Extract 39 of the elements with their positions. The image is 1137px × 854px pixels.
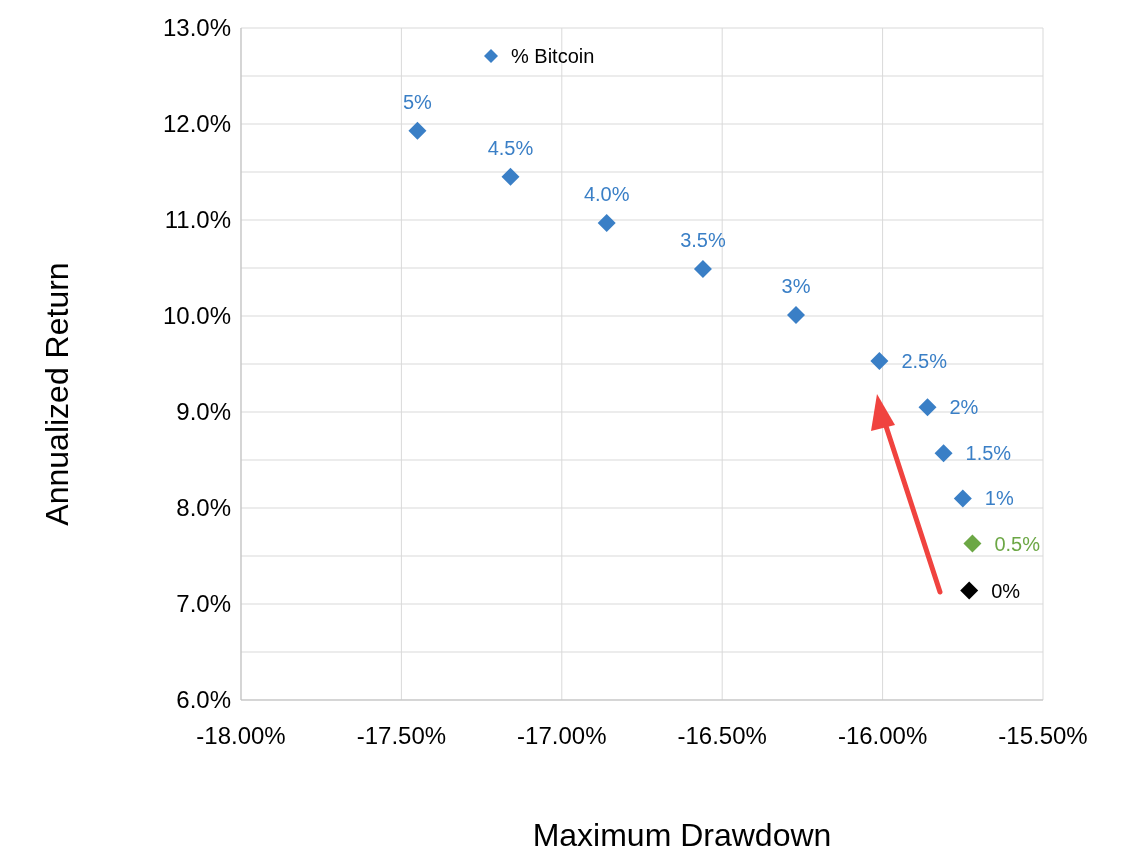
point [693,259,712,278]
annotation: 2% [949,396,979,419]
annotation: 3% [781,275,811,298]
annotation: 2.5% [901,350,948,373]
point [953,489,972,508]
x-tick-label: -16.50% [677,722,767,749]
annotation: 1% [984,487,1014,510]
y-axis-title: Annualized Return [39,262,75,526]
point [960,581,979,600]
annotation: 5% [402,90,433,113]
point [408,121,427,140]
point [597,213,616,232]
x-tick-label: -16.00% [837,722,928,749]
y-tick-label: 10.0% [162,302,231,329]
y-tick-label: 6.0% [176,686,231,713]
point [501,167,520,186]
point [870,352,889,371]
annotation: 4.5% [487,136,534,159]
point [963,534,982,553]
annotation: 1.5% [965,442,1012,465]
annotation: 0% [991,579,1021,602]
y-tick-label: 9.0% [176,398,231,425]
legend-label: % Bitcoin [511,45,595,67]
x-axis-title: Maximum Drawdown [532,817,832,853]
point [934,444,953,463]
y-tick-label: 11.0% [164,206,231,233]
y-tick-label: 12.0% [162,110,231,137]
x-tick-label: -18.00% [196,722,286,749]
point [786,306,805,325]
x-tick-label: -17.50% [356,722,447,749]
x-tick-label: -15.50% [998,722,1088,749]
point [918,398,937,417]
x-tick-label: -17.00% [517,722,607,749]
y-tick-label: 13.0% [162,14,231,41]
y-tick-label: 8.0% [176,494,231,521]
annotation: 4.0% [583,182,630,205]
y-tick-label: 7.0% [176,590,231,617]
annotation: 3.5% [680,228,726,251]
annotation: 0.5% [994,532,1041,555]
